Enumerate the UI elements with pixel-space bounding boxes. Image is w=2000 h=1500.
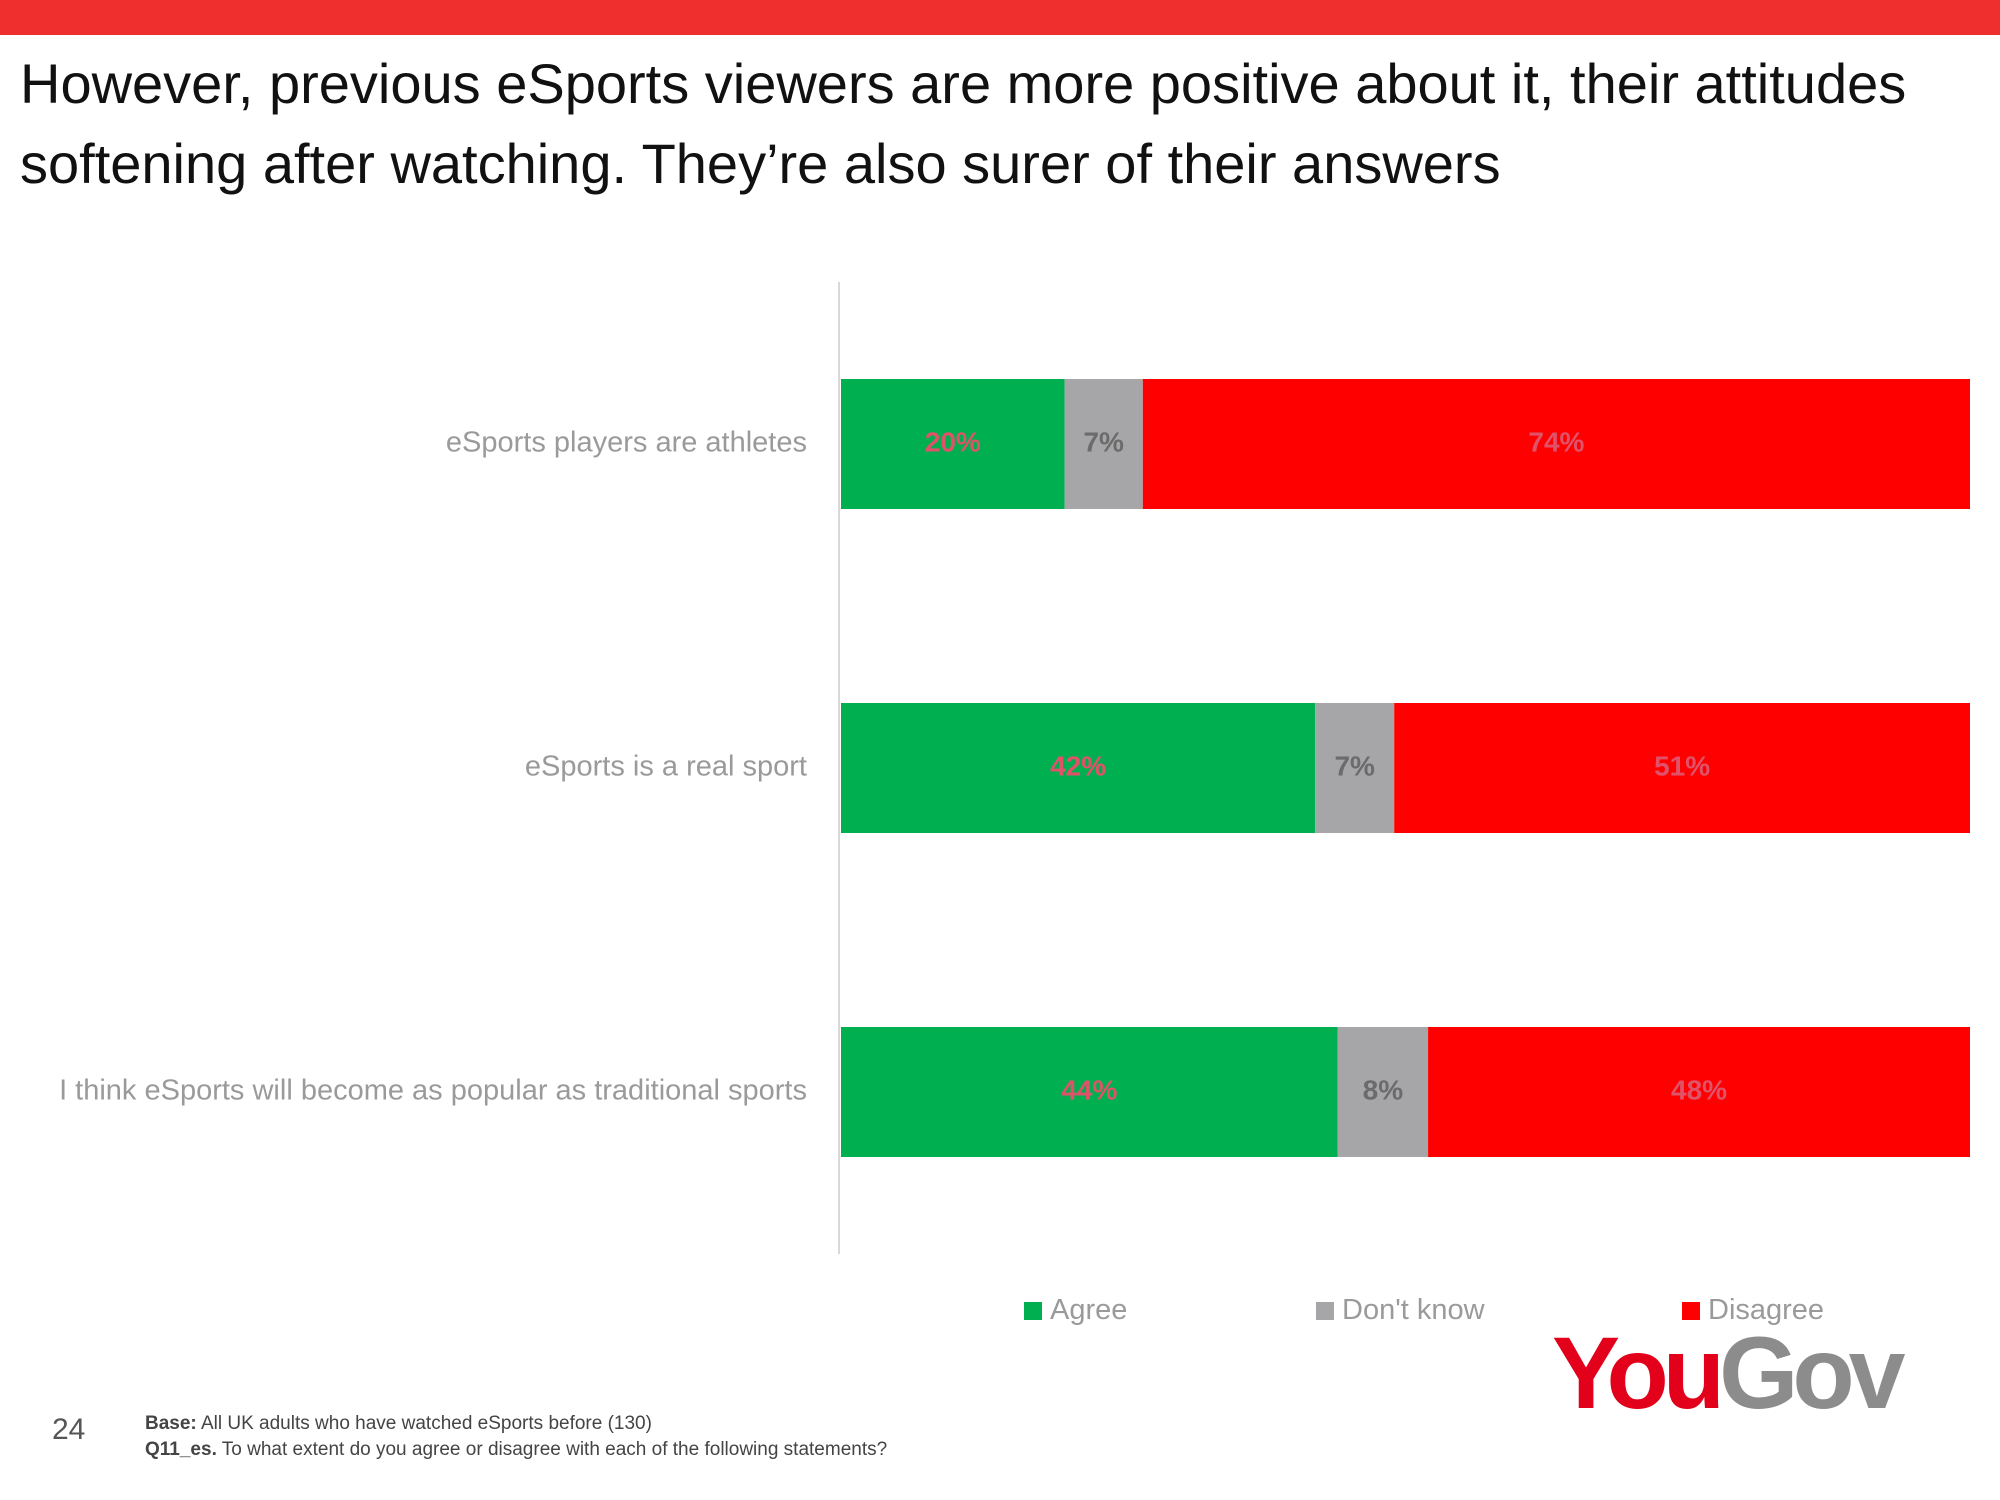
- bar-disagree-3: [1428, 1027, 1970, 1157]
- legend-item-disagree: Disagree: [1682, 1294, 1824, 1327]
- bar-agree-2: [841, 703, 1316, 833]
- chart-legend: Agree Don't know Disagree: [0, 1294, 2000, 1334]
- footnote-base-text: All UK adults who have watched eSports b…: [196, 1413, 652, 1434]
- footnote-question-label: Q11_es.: [145, 1439, 217, 1460]
- legend-label-disagree: Disagree: [1708, 1294, 1825, 1326]
- chart-bars: 20% 7% 74% 42% 7% 51% 44% 8% 48%: [841, 379, 1970, 1157]
- legend-swatch-disagree: [1682, 1301, 1700, 1320]
- footnote-question: Q11_es. To what extent do you agree or d…: [145, 1439, 887, 1461]
- value-label-agree-1: 20%: [925, 426, 981, 457]
- category-label-3: I think eSports will become as popular a…: [59, 1075, 807, 1107]
- top-accent-bar: [0, 0, 2000, 35]
- value-label-agree-3: 44%: [1061, 1074, 1117, 1105]
- category-label-2: eSports is a real sport: [525, 751, 807, 783]
- value-label-disagree-2: 51%: [1654, 750, 1710, 781]
- bar-agree-3: [841, 1027, 1338, 1157]
- bar-don-t-know-1: [1064, 379, 1143, 509]
- page-number: 24: [52, 1413, 86, 1446]
- yougov-logo: YouGov: [1552, 1316, 1905, 1430]
- page-title: However, previous eSports viewers are mo…: [20, 52, 1907, 195]
- bar-don-t-know-2: [1315, 703, 1395, 833]
- stacked-bar-chart: 20% 7% 74% 42% 7% 51% 44% 8% 48% eSports players…: [59, 282, 1970, 1254]
- footnote-question-text: To what extent do you agree or disagree …: [216, 1439, 888, 1460]
- value-label-don-t-know-2: 7%: [1334, 750, 1375, 781]
- legend-swatch-agree: [1024, 1301, 1042, 1320]
- value-label-disagree-1: 74%: [1528, 426, 1584, 457]
- bar-disagree-2: [1394, 703, 1970, 833]
- legend-swatch-dont-know: [1316, 1301, 1334, 1320]
- bar-agree-1: [841, 379, 1065, 509]
- legend-label-agree: Agree: [1050, 1294, 1128, 1326]
- category-label-1: eSports players are athletes: [446, 427, 807, 459]
- bar-disagree-1: [1142, 379, 1970, 509]
- legend-item-dont-know: Don't know: [1316, 1294, 1485, 1327]
- value-label-disagree-3: 48%: [1671, 1074, 1727, 1105]
- value-label-agree-2: 42%: [1050, 750, 1106, 781]
- value-label-don-t-know-3: 8%: [1363, 1074, 1404, 1105]
- value-label-don-t-know-1: 7%: [1083, 426, 1124, 457]
- footnote-base-label: Base:: [145, 1413, 197, 1434]
- legend-item-agree: Agree: [1024, 1294, 1127, 1327]
- legend-label-dont-know: Don't know: [1342, 1294, 1485, 1326]
- bar-don-t-know-3: [1337, 1027, 1429, 1157]
- footnote-base: Base: All UK adults who have watched eSp…: [145, 1413, 652, 1435]
